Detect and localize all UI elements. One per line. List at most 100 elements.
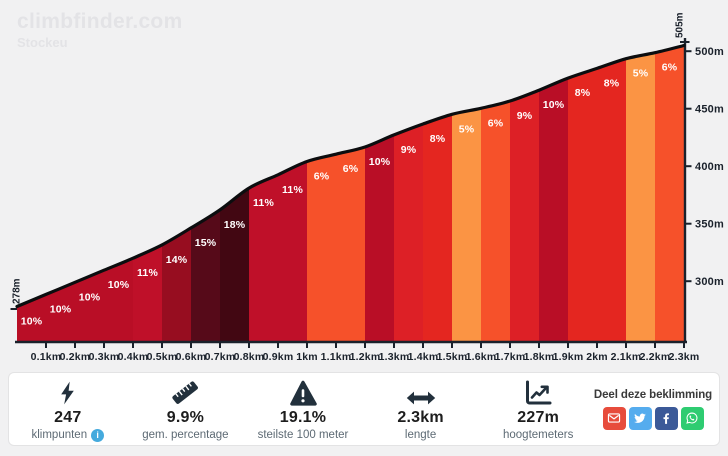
x-axis-label: 0.9km (263, 351, 294, 363)
facebook-icon (659, 411, 673, 425)
share-email-button[interactable] (602, 406, 626, 430)
line-chart-icon (524, 379, 552, 406)
x-axis-label: 1.6km (466, 351, 497, 363)
gradient-segment[interactable] (17, 46, 684, 342)
stat-label: klimpunten i (31, 428, 105, 442)
x-axis-label: 2km (586, 351, 608, 363)
gradient-segment[interactable] (17, 46, 684, 342)
y-axis-label: 300m (695, 276, 724, 288)
gradient-segment[interactable] (17, 46, 684, 342)
stat-value: 19.1% (279, 409, 327, 426)
gradient-label: 11% (137, 267, 158, 279)
x-axis-label: 0.6km (176, 351, 207, 363)
gradient-label: 9% (517, 110, 533, 122)
brand-logo: climbfinder.com (17, 10, 183, 33)
gradient-label: 6% (314, 170, 330, 182)
gradient-segment[interactable] (17, 46, 684, 342)
gradient-segment[interactable] (17, 46, 684, 342)
stats-bar: 247 klimpunten i 9.9% gem. percentage 19.1% st… (8, 372, 720, 446)
gradient-segment[interactable] (17, 46, 684, 342)
gradient-label: 8% (430, 133, 446, 145)
info-icon[interactable]: i (91, 428, 105, 442)
gradient-label: 11% (253, 197, 274, 209)
x-axis-label: 2.2km (640, 351, 671, 363)
share-twitter-button[interactable] (628, 406, 652, 430)
stat-value: 247 (54, 408, 82, 426)
gradient-segment[interactable] (17, 46, 684, 342)
gradient-segment[interactable] (17, 46, 684, 342)
gradient-label: 11% (282, 184, 303, 196)
share-buttons (602, 406, 704, 430)
stat-label: gem. percentage (142, 429, 229, 441)
x-axis-label: 0.2km (60, 351, 91, 363)
gradient-label: 6% (343, 163, 359, 175)
gradient-label: 8% (604, 77, 620, 89)
stat-value: 227m (517, 409, 560, 426)
arrows-horizontal-icon (406, 379, 436, 406)
y-axis-label: 500m (695, 46, 724, 58)
email-icon (607, 411, 621, 425)
share-section: Deel deze beklimming (593, 388, 713, 430)
stat-label: lengte (404, 429, 437, 441)
gradient-segment[interactable] (17, 46, 684, 342)
stat-value: 9.9% (166, 409, 205, 426)
gradient-segment[interactable] (17, 45, 684, 342)
stats-items: 247 klimpunten i 9.9% gem. percentage 19.1% st… (9, 377, 597, 442)
x-axis-label: 1.1km (321, 351, 352, 363)
peak-elevation-label: 505m (675, 12, 686, 38)
x-axis-label: 1.2km (350, 351, 381, 363)
gradient-segment[interactable] (17, 46, 684, 342)
gradient-segment[interactable] (17, 46, 684, 342)
x-axis-label: 0.3km (89, 351, 120, 363)
x-axis-label: 0.7km (205, 351, 236, 363)
twitter-icon (633, 411, 647, 425)
gradient-label: 10% (108, 279, 130, 291)
gradient-label: 6% (488, 117, 504, 129)
share-whatsapp-button[interactable] (680, 406, 704, 430)
gradient-segment[interactable] (17, 46, 684, 342)
gradient-segment[interactable] (17, 46, 684, 342)
ruler-icon (169, 379, 201, 406)
climb-profile-chart: 0.1km0.2km0.3km0.4km0.5km0.6km0.7km0.8km… (10, 12, 724, 363)
gradient-segment[interactable] (17, 46, 684, 342)
x-axis-label: 0.4km (118, 351, 149, 363)
whatsapp-icon (685, 411, 699, 425)
stat-value: 2.3km (397, 409, 444, 426)
gradient-label: 10% (79, 291, 101, 303)
profile-line (15, 43, 686, 309)
y-axis-label: 350m (695, 219, 724, 231)
gradient-segment[interactable] (17, 46, 684, 342)
gradient-segment[interactable] (17, 46, 684, 342)
gradient-label: 10% (21, 316, 43, 328)
x-axis-label: 1.5km (437, 351, 468, 363)
x-axis-label: 1.9km (553, 351, 584, 363)
gradient-label: 15% (195, 237, 217, 249)
gradient-label: 14% (166, 254, 188, 266)
gradient-label: 10% (369, 156, 391, 168)
gradient-segment[interactable] (17, 46, 684, 342)
x-axis-label: 0.5km (147, 351, 178, 363)
stat-lengte: 2.3km lengte (362, 377, 480, 441)
watermark-logo: climbfinder.com Stockeu (17, 10, 183, 50)
share-facebook-button[interactable] (654, 406, 678, 430)
y-axis-label: 400m (695, 161, 724, 173)
y-axis-label: 450m (695, 104, 724, 116)
gradient-label: 5% (633, 68, 649, 80)
gradient-segment[interactable] (17, 46, 684, 342)
gradient-label: 5% (459, 123, 475, 135)
stat-gem-percentage: 9.9% gem. percentage (127, 377, 245, 441)
gradient-segment[interactable] (17, 46, 684, 342)
stat-steilste-100-meter: 19.1% steilste 100 meter (244, 377, 362, 441)
bolt-icon (57, 379, 78, 406)
x-axis-label: 2.1km (611, 351, 642, 363)
climb-name: Stockeu (17, 35, 68, 50)
start-elevation-label: 278m (12, 278, 23, 304)
gradient-segment[interactable] (17, 46, 684, 342)
stat-hoogtemeters: 227m hoogtemeters (479, 377, 597, 441)
gradient-label: 10% (50, 303, 72, 315)
share-title: Deel deze beklimming (593, 388, 713, 401)
stat-klimpunten: 247 klimpunten i (9, 377, 127, 442)
gradient-segment[interactable] (17, 46, 684, 342)
gradient-segment[interactable] (17, 46, 684, 342)
